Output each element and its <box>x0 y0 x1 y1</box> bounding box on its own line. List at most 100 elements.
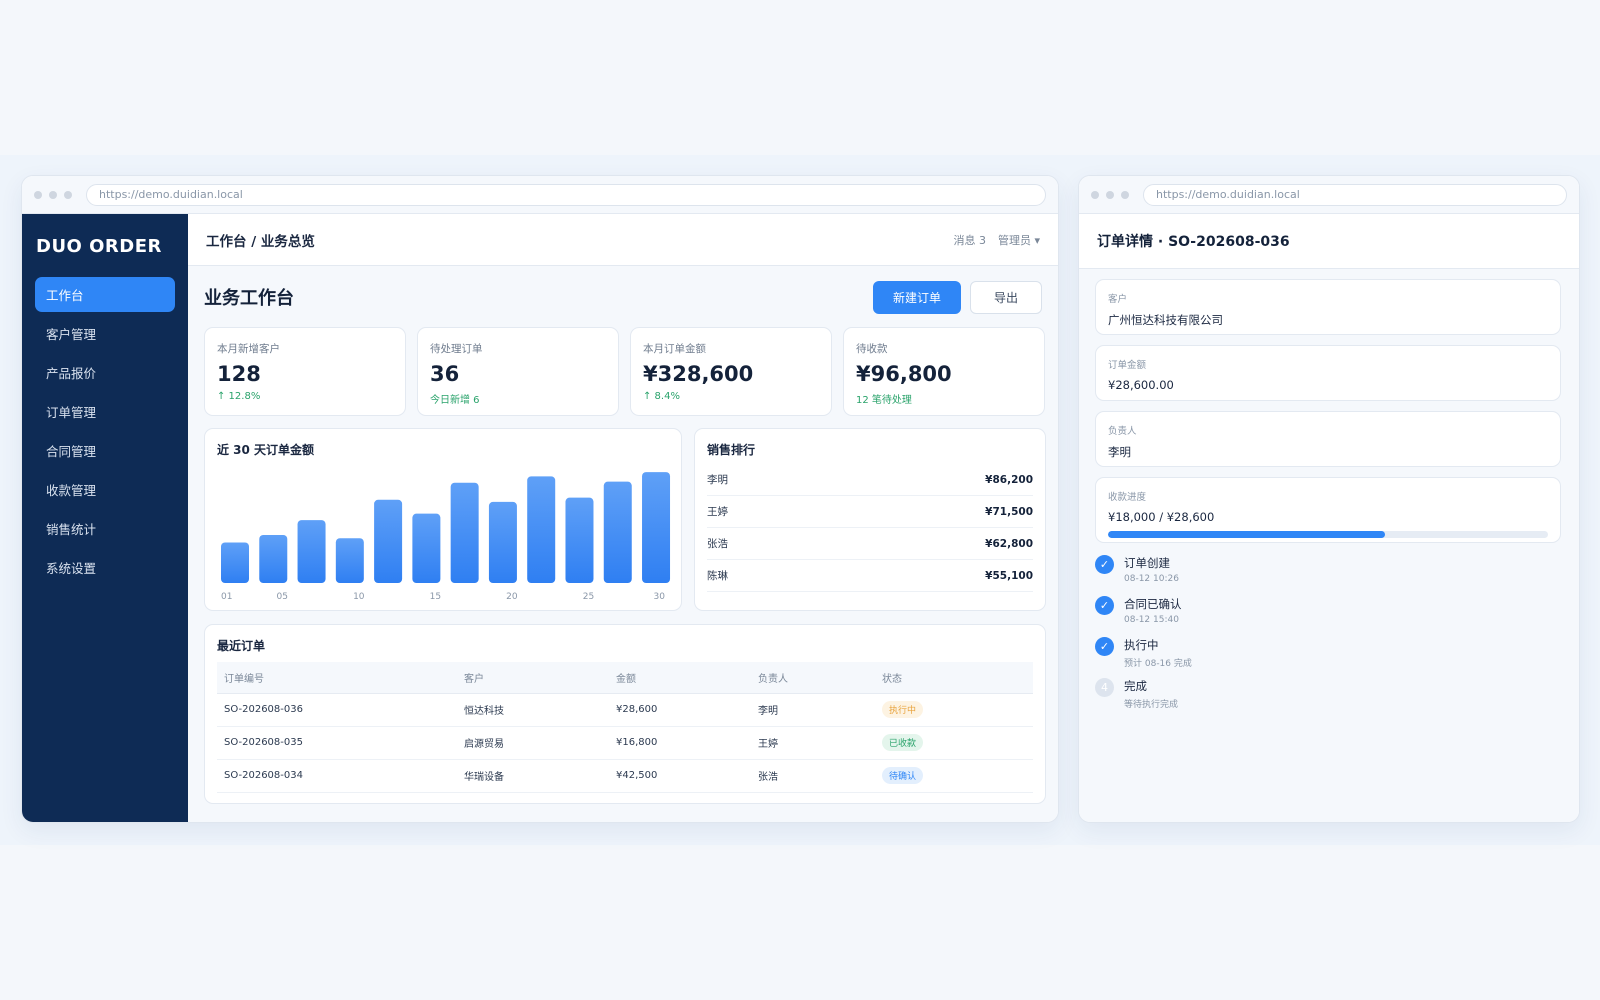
timeline-step: 4 完成 等待执行完成 <box>1095 678 1178 710</box>
step-time: 08-12 10:26 <box>1124 574 1179 584</box>
status-badge: 执行中 <box>882 701 924 718</box>
new-order-button[interactable]: 新建订单 <box>873 280 961 314</box>
sidebar-item-quotes[interactable]: 产品报价 <box>46 366 97 381</box>
x-tick-label: 20 <box>506 592 518 602</box>
order-id[interactable]: SO-202608-036 <box>217 693 457 727</box>
column-header-amount[interactable]: 金额 <box>609 662 751 694</box>
order-amount: ¥16,800 <box>609 726 751 760</box>
recent-orders-card: 最近订单 订单编号 客户 金额 负责人 状态 SO-202608-036 恒达科… <box>204 624 1046 804</box>
chart-bar[interactable] <box>565 497 594 583</box>
stat-value: 36 <box>430 362 460 386</box>
stat-note: ↑ 12.8% <box>217 391 261 402</box>
sidebar: DUO ORDER 工作台 客户管理 产品报价 订单管理 合同管理 收款管理 销… <box>22 214 188 822</box>
order-status-cell: 已收款 <box>875 726 1033 760</box>
field-label: 负责人 <box>1108 426 1137 437</box>
check-icon: ✓ <box>1095 596 1114 615</box>
field-label: 订单金额 <box>1108 360 1147 371</box>
order-detail-body: 客户 广州恒达科技有限公司 订单金额 ¥28,600.00 负责人 李明 收款进… <box>1079 269 1579 822</box>
browser-chrome: https://demo.duidian.local <box>1079 176 1579 214</box>
ranking-row[interactable]: 张浩 ¥62,800 <box>707 528 1033 560</box>
sidebar-item-orders[interactable]: 订单管理 <box>46 405 97 420</box>
ranking-value: ¥55,100 <box>985 569 1033 582</box>
page-title: 业务工作台 <box>204 288 294 309</box>
window-dot-minimize[interactable] <box>49 190 57 199</box>
page-header: 业务工作台 新建订单 导出 <box>204 280 1042 314</box>
messages-link[interactable]: 消息 3 <box>953 233 986 247</box>
field-value: 广州恒达科技有限公司 <box>1108 313 1223 327</box>
chart-bar[interactable] <box>221 542 249 583</box>
table-header-row: 订单编号 客户 金额 负责人 状态 <box>217 662 1033 694</box>
sidebar-item-workbench[interactable]: 工作台 <box>35 277 175 312</box>
status-badge: 待确认 <box>882 767 924 784</box>
x-tick-label: 30 <box>654 592 666 602</box>
order-amount-chart-card: 近 30 天订单金额 01 05 10 15 20 25 30 <box>204 428 682 611</box>
payment-progress-fill <box>1108 531 1386 538</box>
timeline-step: ✓ 合同已确认 08-12 15:40 <box>1095 596 1182 625</box>
step-title: 执行中 <box>1124 638 1159 652</box>
window-dot-maximize[interactable] <box>64 190 72 199</box>
address-bar[interactable]: https://demo.duidian.local <box>86 183 1046 206</box>
chart-bar[interactable] <box>259 535 288 583</box>
top-bar-actions: 消息 3 管理员 ▾ <box>953 232 1040 248</box>
step-number-icon: 4 <box>1095 678 1114 697</box>
order-status-cell: 待确认 <box>875 759 1033 793</box>
stat-label: 本月订单金额 <box>643 343 706 355</box>
ranking-name: 陈琳 <box>707 570 728 582</box>
export-button[interactable]: 导出 <box>970 280 1042 314</box>
ranking-value: ¥62,800 <box>985 537 1033 550</box>
step-title: 合同已确认 <box>1124 597 1182 611</box>
ranking-title: 销售排行 <box>707 443 756 457</box>
sidebar-item-contracts[interactable]: 合同管理 <box>46 444 97 459</box>
stat-value: 128 <box>217 362 261 386</box>
chart-title: 近 30 天订单金额 <box>217 443 315 457</box>
window-controls <box>1091 190 1129 199</box>
chart-bar[interactable] <box>374 499 403 583</box>
field-value: ¥18,000 / ¥28,600 <box>1108 510 1215 524</box>
step-time: 等待执行完成 <box>1124 700 1179 710</box>
column-header-customer[interactable]: 客户 <box>457 662 609 694</box>
x-tick-label: 15 <box>430 592 441 602</box>
stat-label: 本月新增客户 <box>217 343 280 355</box>
sidebar-item-payments[interactable]: 收款管理 <box>46 483 97 498</box>
ranking-row[interactable]: 陈琳 ¥55,100 <box>707 560 1033 592</box>
window-dot-maximize[interactable] <box>1121 190 1129 199</box>
chart-bar[interactable] <box>450 482 479 583</box>
ranking-value: ¥86,200 <box>985 473 1033 486</box>
sidebar-item-customers[interactable]: 客户管理 <box>46 327 97 342</box>
address-bar[interactable]: https://demo.duidian.local <box>1143 183 1567 206</box>
timeline-step: ✓ 执行中 预计 08-16 完成 <box>1095 637 1192 669</box>
chart-bar[interactable] <box>297 520 326 583</box>
order-customer: 华瑞设备 <box>457 759 609 793</box>
window-dot-close[interactable] <box>1091 190 1099 199</box>
ranking-row[interactable]: 王婷 ¥71,500 <box>707 496 1033 528</box>
bar-chart: 01 05 10 15 20 25 30 <box>221 472 671 602</box>
stat-note: 今日新增 6 <box>430 395 480 406</box>
order-owner: 王婷 <box>751 726 875 760</box>
order-id[interactable]: SO-202608-034 <box>217 759 457 793</box>
order-amount: ¥28,600 <box>609 693 751 727</box>
window-dot-minimize[interactable] <box>1106 190 1114 199</box>
table-row[interactable]: SO-202608-034 华瑞设备 ¥42,500 张浩 待确认 <box>217 759 1033 793</box>
table-row[interactable]: SO-202608-036 恒达科技 ¥28,600 李明 执行中 <box>217 693 1033 727</box>
sidebar-item-settings[interactable]: 系统设置 <box>46 561 97 576</box>
column-header-id[interactable]: 订单编号 <box>217 662 457 694</box>
step-title: 订单创建 <box>1124 556 1170 570</box>
chart-bar[interactable] <box>642 472 671 583</box>
chart-bar[interactable] <box>335 538 364 583</box>
window-dot-close[interactable] <box>34 190 42 199</box>
ranking-row[interactable]: 李明 ¥86,200 <box>707 464 1033 496</box>
chart-bar[interactable] <box>412 513 441 583</box>
sidebar-item-sales-stats[interactable]: 销售统计 <box>46 522 97 537</box>
user-menu[interactable]: 管理员 ▾ <box>997 233 1040 247</box>
main-browser-window: https://demo.duidian.local DUO ORDER 工作台… <box>21 175 1059 823</box>
chart-bar[interactable] <box>603 481 632 583</box>
order-id[interactable]: SO-202608-035 <box>217 726 457 760</box>
top-bar: 工作台 / 业务总览 消息 3 管理员 ▾ <box>188 214 1058 266</box>
chart-bar[interactable] <box>488 501 517 583</box>
table-row[interactable]: SO-202608-035 启源贸易 ¥16,800 王婷 已收款 <box>217 726 1033 760</box>
chart-bar[interactable] <box>527 476 556 583</box>
order-amount: ¥42,500 <box>609 759 751 793</box>
x-tick-label: 01 <box>221 592 232 602</box>
column-header-owner[interactable]: 负责人 <box>751 662 875 694</box>
column-header-status[interactable]: 状态 <box>875 662 1033 694</box>
